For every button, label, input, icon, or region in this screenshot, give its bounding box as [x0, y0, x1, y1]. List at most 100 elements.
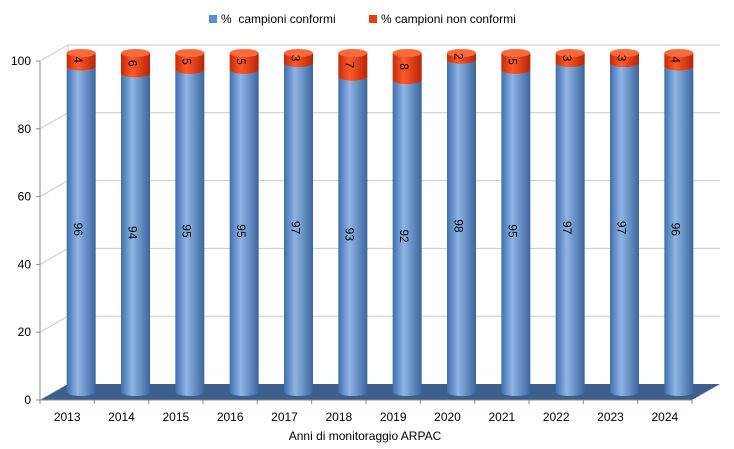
bar-top	[610, 49, 639, 57]
gridline-side	[39, 315, 69, 333]
data-label: 95	[234, 224, 248, 238]
y-axis: 0 20 40 60 80 100	[11, 54, 41, 407]
bar-body	[338, 76, 368, 396]
bar-segment-non-conformi	[121, 49, 150, 78]
x-axis: 2013 2014 2015 2016 2017 2018 2019 2020 2021 2022…	[39, 399, 693, 424]
y-tick-label: 60	[18, 190, 32, 204]
gridline-side	[39, 112, 69, 130]
bar-segment-non-conformi	[501, 49, 531, 74]
bar-body	[392, 53, 422, 85]
bar-segment-non-conformi	[664, 49, 694, 71]
y-tick-label: 0	[24, 393, 31, 407]
bar-top	[284, 49, 313, 57]
bar-body	[338, 53, 368, 81]
bar-top	[392, 49, 422, 57]
x-axis-title: Anni di monitoraggio ARPAC	[289, 429, 442, 443]
y-tick-label: 100	[11, 54, 31, 68]
data-label: 5	[506, 58, 520, 65]
data-label: 3	[288, 55, 302, 62]
bar-body	[66, 66, 96, 396]
legend-swatch-conformi	[209, 15, 217, 23]
bar-body	[392, 80, 422, 397]
bar-segment-non-conformi	[610, 49, 639, 68]
y-tick-label: 40	[18, 257, 32, 271]
bar-segment-non-conformi	[229, 49, 259, 74]
bar-segment-non-conformi	[447, 49, 476, 64]
data-label: 4	[669, 56, 683, 63]
bar-body	[229, 69, 259, 396]
bar-top	[501, 49, 531, 57]
bar-top	[175, 49, 205, 57]
data-label: 2	[451, 53, 465, 60]
bar-top	[447, 49, 476, 57]
bar-body	[555, 53, 585, 68]
bar-body	[501, 69, 531, 396]
gridline-side	[39, 180, 69, 198]
x-tick-label: 2024	[651, 410, 678, 424]
x-tick-label: 2022	[543, 410, 570, 424]
bar-top	[555, 49, 585, 57]
bar-segment-non-conformi	[338, 49, 368, 81]
bar-body	[175, 69, 205, 396]
x-tick-label: 2016	[217, 410, 244, 424]
chart-legend: % campioni conformi % campioni non confo…	[209, 12, 516, 26]
data-label: 96	[669, 223, 683, 237]
data-label: 94	[125, 226, 139, 240]
x-tick-label: 2020	[434, 410, 461, 424]
y-tick-label: 20	[18, 325, 32, 339]
bar-body	[447, 59, 476, 396]
bar-segment-non-conformi	[175, 49, 205, 74]
data-label: 5	[180, 58, 194, 65]
bar-body	[284, 53, 313, 68]
bar-top	[66, 49, 96, 57]
bars	[66, 49, 694, 397]
bar-body	[610, 53, 639, 68]
bar-segment-non-conformi	[392, 49, 422, 85]
data-label: 7	[343, 62, 357, 69]
data-label: 5	[234, 58, 248, 65]
bar-segment-non-conformi	[66, 49, 96, 71]
legend-label-non-conformi: % campioni non conformi	[381, 12, 516, 26]
bar-body	[229, 53, 259, 74]
data-label: 8	[397, 63, 411, 70]
x-tick-label: 2019	[380, 410, 407, 424]
bar-segment-non-conformi	[284, 49, 313, 68]
x-tick-label: 2023	[597, 410, 624, 424]
bar-top	[664, 49, 694, 57]
gridline-side	[39, 247, 69, 265]
bar-body	[121, 53, 150, 78]
legend-swatch-non-conformi	[369, 15, 377, 23]
bar-body	[610, 63, 639, 397]
bar-body	[66, 53, 96, 71]
chart-floor	[40, 384, 720, 400]
legend-label-conformi: % campioni conformi	[221, 12, 336, 26]
data-label: 6	[125, 60, 139, 67]
bar-body	[175, 53, 205, 74]
x-tick-label: 2021	[488, 410, 515, 424]
bar-segment-non-conformi	[555, 49, 585, 68]
data-label: 93	[343, 228, 357, 242]
gridline-side	[39, 44, 69, 62]
data-label: 95	[180, 224, 194, 238]
x-tick-label: 2013	[54, 410, 81, 424]
data-label: 97	[560, 221, 574, 235]
bar-body	[664, 53, 694, 71]
data-label: 95	[506, 224, 520, 238]
bar-top	[121, 49, 150, 57]
bar-body	[501, 53, 531, 74]
x-tick-label: 2014	[108, 410, 135, 424]
data-label: 4	[71, 56, 85, 63]
data-label: 3	[614, 55, 628, 62]
bar-body	[555, 63, 585, 397]
data-label: 97	[288, 221, 302, 235]
bar-body	[121, 73, 150, 396]
x-tick-label: 2015	[162, 410, 189, 424]
bar-body	[284, 63, 313, 397]
x-tick-label: 2018	[325, 410, 352, 424]
y-tick-label: 80	[18, 122, 32, 136]
data-label: 96	[71, 223, 85, 237]
data-label: 97	[614, 221, 628, 235]
x-tick-label: 2017	[271, 410, 298, 424]
data-label: 92	[397, 229, 411, 243]
